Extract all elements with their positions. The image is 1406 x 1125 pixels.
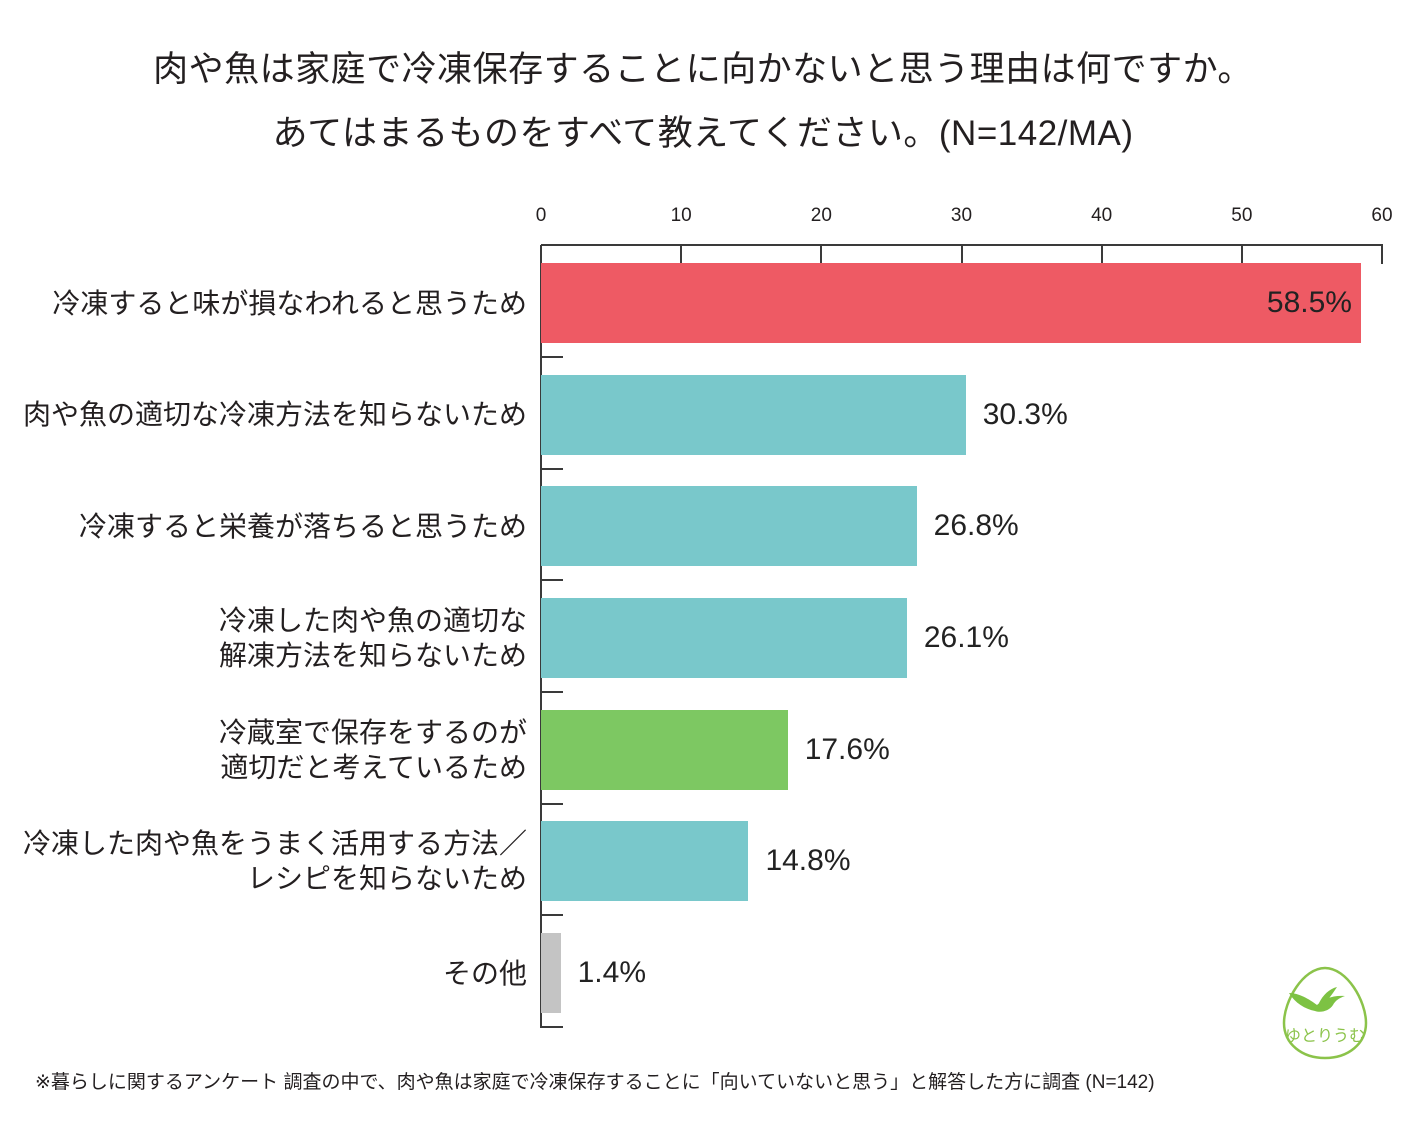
x-tick-mark (680, 245, 683, 264)
value-label: 26.8% (933, 509, 1019, 543)
bar (541, 486, 917, 567)
value-label: 14.8% (765, 844, 851, 878)
category-label-line: 冷凍した肉や魚の適切な (218, 605, 527, 636)
x-tick-mark (1240, 245, 1243, 264)
category-label: 冷凍すると味が損なわれると思うため (0, 263, 527, 343)
value-label: 26.1% (923, 621, 1009, 654)
bird-icon (1289, 987, 1345, 1012)
category-label-line: その他 (442, 957, 527, 989)
category-label-line: 冷蔵室で保存をするのが (218, 716, 527, 748)
category-label-line: 肉や魚の適切な冷凍方法を知らないため (22, 399, 527, 431)
category-label: 冷凍した肉や魚をうまく活用する方法／ レシピを知らないため (0, 821, 527, 901)
bar (541, 933, 561, 1014)
x-tick-label: 60 (1371, 205, 1393, 226)
x-tick-label: 30 (950, 205, 973, 226)
bar (541, 598, 907, 678)
category-label: 冷凍すると栄養が落ちると思うため (0, 486, 527, 566)
bar (541, 374, 966, 455)
x-tick-label: 20 (810, 205, 832, 226)
x-tick-mark (1100, 245, 1103, 264)
chart-title: 肉や魚は家庭で冷凍保存することに向かないと思う理由は何ですか。 あてはまるものを… (0, 38, 1406, 166)
bar (541, 821, 749, 902)
x-tick-label: 0 (535, 205, 547, 226)
y-tick-mark (541, 1026, 563, 1029)
value-label: 17.6% (804, 732, 890, 766)
bar (541, 709, 788, 790)
bar (541, 263, 1361, 343)
y-tick-mark (541, 579, 563, 582)
value-label: 1.4% (577, 956, 646, 990)
value-label: 30.3% (982, 397, 1068, 431)
x-tick-label: 50 (1231, 205, 1253, 226)
title-line-1: 肉や魚は家庭で冷凍保存することに向かないと思う理由は何ですか。 (153, 50, 1253, 89)
logo-text: ゆとりうむ (1285, 1026, 1365, 1045)
x-tick-label: 40 (1091, 205, 1113, 226)
category-label-line: 冷凍した肉や魚をうまく活用する方法／ (22, 828, 527, 860)
y-tick-mark (541, 356, 563, 358)
footnote: ※暮らしに関するアンケート 調査の中で、肉や魚は家庭で冷凍保存することに「向いて… (35, 1072, 1155, 1093)
value-label: 58.5% (1266, 286, 1352, 319)
category-label-line: 冷凍すると味が損なわれると思うため (52, 287, 527, 319)
title-line-2: あてはまるものをすべて教えてください。(N=142/MA) (272, 114, 1134, 153)
y-tick-mark (541, 691, 563, 693)
category-label-line: レシピを知らないため (246, 863, 527, 895)
yutorium-logo: ゆとりうむ (1282, 966, 1368, 1060)
y-tick-mark (541, 914, 563, 917)
category-label-line: 冷凍すると栄養が落ちると思うため (78, 510, 527, 542)
x-tick-label: 10 (670, 205, 692, 226)
category-label: 冷凍した肉や魚の適切な 解凍方法を知らないため (0, 598, 527, 678)
category-label: その他 (0, 933, 527, 1013)
y-tick-mark (541, 802, 563, 805)
y-tick-mark (541, 467, 563, 470)
category-label-line: 解凍方法を知らないため (218, 640, 527, 671)
egg-outline-icon (1282, 966, 1368, 1060)
category-label-line: 適切だと考えているため (220, 751, 527, 783)
category-label: 肉や魚の適切な冷凍方法を知らないため (0, 375, 527, 455)
x-tick-mark (820, 245, 823, 264)
category-label: 冷蔵室で保存をするのが 適切だと考えているため (0, 710, 527, 790)
x-tick-mark (1381, 245, 1383, 264)
x-tick-mark (960, 245, 963, 264)
